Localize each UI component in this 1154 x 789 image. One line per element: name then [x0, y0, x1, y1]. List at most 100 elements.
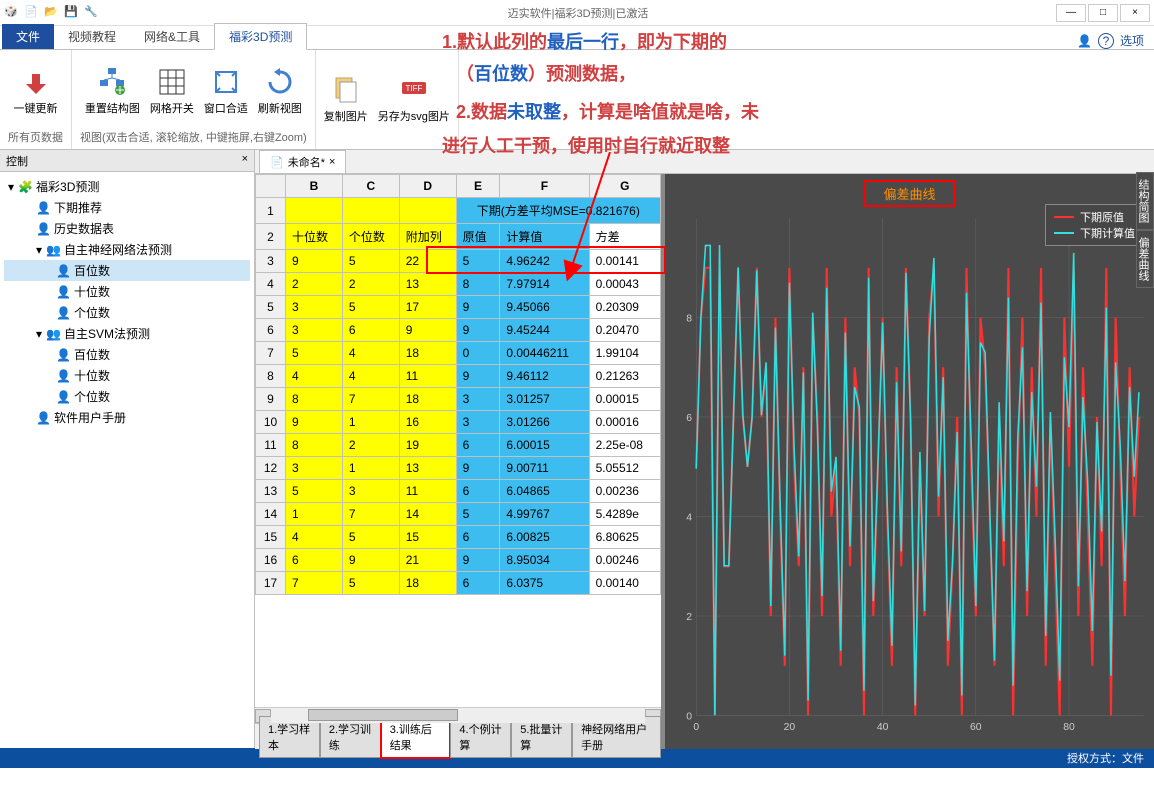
tiff-icon: TIFF — [398, 74, 430, 106]
group-label: 视图(双击合适, 滚轮缩放, 中键拖屏,右键Zoom) — [80, 129, 307, 145]
split-view: BCDEFG1下期(方差平均MSE=0.821676)2十位数个位数附加列原值计… — [255, 174, 1154, 749]
person-icon: 👤 — [56, 306, 70, 320]
tree-node-nn-tens[interactable]: 👤十位数 — [4, 281, 250, 302]
person-icon: 👤 — [36, 201, 50, 215]
group-label: 所有页数据 — [8, 129, 63, 145]
app-icon: 🎲 — [4, 5, 20, 21]
titlebar: 🎲 📄 📂 💾 🔧 迈实软件|福彩3D预测|已激活 — □ × — [0, 0, 1154, 26]
new-icon[interactable]: 📄 — [24, 5, 40, 21]
tree-node-nn-ones[interactable]: 👤个位数 — [4, 302, 250, 323]
maximize-button[interactable]: □ — [1088, 4, 1118, 22]
person-icon: 👤 — [36, 222, 50, 236]
side-tab-struct[interactable]: 结构简图 — [1136, 172, 1154, 230]
ribbon-tabs: 文件 视频教程 网络&工具 福彩3D预测 👤 ? 选项 — [0, 26, 1154, 50]
minimize-button[interactable]: — — [1056, 4, 1086, 22]
svg-text:40: 40 — [877, 722, 889, 733]
person-icon: 👤 — [56, 348, 70, 362]
person-icon: 👤 — [56, 369, 70, 383]
group-icon: 👥 — [46, 327, 60, 341]
doc-close-icon[interactable]: × — [329, 156, 335, 168]
svg-text:0: 0 — [693, 722, 699, 733]
person-icon: 👤 — [56, 285, 70, 299]
tab-network[interactable]: 网络&工具 — [130, 24, 214, 49]
tab-video[interactable]: 视频教程 — [54, 24, 130, 49]
window-buttons: — □ × — [1056, 4, 1150, 22]
options-link[interactable]: 选项 — [1120, 32, 1144, 49]
tree-node-svm-tens[interactable]: 👤十位数 — [4, 365, 250, 386]
doc-icon: 📄 — [270, 156, 284, 169]
panel-header: 控制 × — [0, 150, 254, 172]
svg-text:6: 6 — [686, 413, 692, 424]
tree-node-svm[interactable]: ▾👥自主SVM法预测 — [4, 323, 250, 344]
grid-scroll[interactable]: BCDEFG1下期(方差平均MSE=0.821676)2十位数个位数附加列原值计… — [255, 174, 661, 707]
ribbon-body: 一键更新 所有页数据 重置结构图 网格开关 窗口合适 刷新视图 视图(双击合适,… — [0, 50, 1154, 150]
tree-node-svm-ones[interactable]: 👤个位数 — [4, 386, 250, 407]
tree-node-recommend[interactable]: 👤下期推荐 — [4, 197, 250, 218]
grid-toggle-button[interactable]: 网格开关 — [150, 66, 194, 116]
tree-panel: 控制 × ▾🧩福彩3D预测 👤下期推荐 👤历史数据表 ▾👥自主神经网络法预测 👤… — [0, 150, 255, 748]
copy-icon — [330, 74, 362, 106]
chart-legend: 下期原值 下期计算值 — [1045, 204, 1144, 246]
reset-struct-button[interactable]: 重置结构图 — [85, 66, 140, 116]
tree-node-history[interactable]: 👤历史数据表 — [4, 218, 250, 239]
tab-file[interactable]: 文件 — [2, 24, 54, 49]
chart-panel: 偏差曲线 02468020406080 下期原值 下期计算值 — [665, 174, 1154, 749]
chart-title: 偏差曲线 — [863, 180, 955, 207]
tab-fucai3d[interactable]: 福彩3D预测 — [214, 23, 307, 50]
close-button[interactable]: × — [1120, 4, 1150, 22]
deviation-chart: 02468020406080 — [665, 174, 1154, 749]
main-area: 控制 × ▾🧩福彩3D预测 👤下期推荐 👤历史数据表 ▾👥自主神经网络法预测 👤… — [0, 150, 1154, 748]
tree-node-svm-hundreds[interactable]: 👤百位数 — [4, 344, 250, 365]
person-icon: 👤 — [56, 264, 70, 278]
document-tab[interactable]: 📄 未命名* × — [259, 150, 346, 173]
fit-window-button[interactable]: 窗口合适 — [204, 66, 248, 116]
tool-icon[interactable]: 🔧 — [84, 5, 100, 21]
content-area: 📄 未命名* × BCDEFG1下期(方差平均MSE=0.821676)2十位数… — [255, 150, 1154, 748]
ribbon-right: 👤 ? 选项 — [1077, 32, 1154, 49]
folder-icon: 🧩 — [18, 180, 32, 194]
refresh-icon — [20, 66, 52, 98]
user-icon[interactable]: 👤 — [1077, 34, 1092, 48]
doc-name: 未命名* — [288, 154, 325, 170]
svg-text:80: 80 — [1063, 722, 1075, 733]
panel-close-icon[interactable]: × — [242, 153, 248, 168]
tree-node-manual[interactable]: 👤软件用户手册 — [4, 407, 250, 428]
nav-tree: ▾🧩福彩3D预测 👤下期推荐 👤历史数据表 ▾👥自主神经网络法预测 👤百位数 👤… — [0, 172, 254, 748]
document-tabs: 📄 未命名* × — [255, 150, 1154, 174]
svg-text:TIFF: TIFF — [405, 84, 422, 93]
data-grid[interactable]: BCDEFG1下期(方差平均MSE=0.821676)2十位数个位数附加列原值计… — [255, 174, 661, 595]
svg-text:2: 2 — [686, 612, 692, 623]
tree-node-nn-hundreds[interactable]: 👤百位数 — [4, 260, 250, 281]
copy-image-button[interactable]: 复制图片 — [324, 74, 368, 124]
side-tab-deviation[interactable]: 偏差曲线 — [1136, 230, 1154, 288]
legend-swatch-1 — [1054, 216, 1074, 218]
tree-node-nn[interactable]: ▾👥自主神经网络法预测 — [4, 239, 250, 260]
tree-root[interactable]: ▾🧩福彩3D预测 — [4, 176, 250, 197]
svg-text:0: 0 — [686, 712, 692, 723]
ribbon-group-update: 一键更新 所有页数据 — [0, 50, 72, 149]
quick-access-toolbar: 🎲 📄 📂 💾 🔧 — [4, 5, 100, 21]
svg-text:20: 20 — [784, 722, 796, 733]
open-icon[interactable]: 📂 — [44, 5, 60, 21]
fit-icon — [210, 66, 242, 98]
help-icon[interactable]: ? — [1098, 33, 1114, 49]
refresh-view-icon — [264, 66, 296, 98]
person-icon: 👤 — [36, 411, 50, 425]
status-text: 授权方式：文件 — [1067, 750, 1144, 766]
svg-text:60: 60 — [970, 722, 982, 733]
spreadsheet: BCDEFG1下期(方差平均MSE=0.821676)2十位数个位数附加列原值计… — [255, 174, 665, 749]
svg-text:8: 8 — [686, 314, 692, 325]
save-svg-button[interactable]: TIFF另存为svg图片 — [378, 74, 450, 124]
person-icon: 👤 — [56, 390, 70, 404]
ribbon-group-view: 重置结构图 网格开关 窗口合适 刷新视图 视图(双击合适, 滚轮缩放, 中键拖屏… — [72, 50, 316, 149]
legend-swatch-2 — [1054, 232, 1074, 234]
grid-icon — [156, 66, 188, 98]
svg-text:4: 4 — [686, 513, 692, 524]
group-icon: 👥 — [46, 243, 60, 257]
h-scrollbar[interactable] — [255, 707, 661, 723]
save-icon[interactable]: 💾 — [64, 5, 80, 21]
app-title: 迈实软件|福彩3D预测|已激活 — [100, 5, 1056, 21]
refresh-view-button[interactable]: 刷新视图 — [258, 66, 302, 116]
sheet-tabs: 1.学习样本 2.学习训练 3.训练后结果 4.个例计算 5.批量计算 神经网络… — [255, 723, 661, 749]
refresh-all-button[interactable]: 一键更新 — [14, 66, 58, 116]
